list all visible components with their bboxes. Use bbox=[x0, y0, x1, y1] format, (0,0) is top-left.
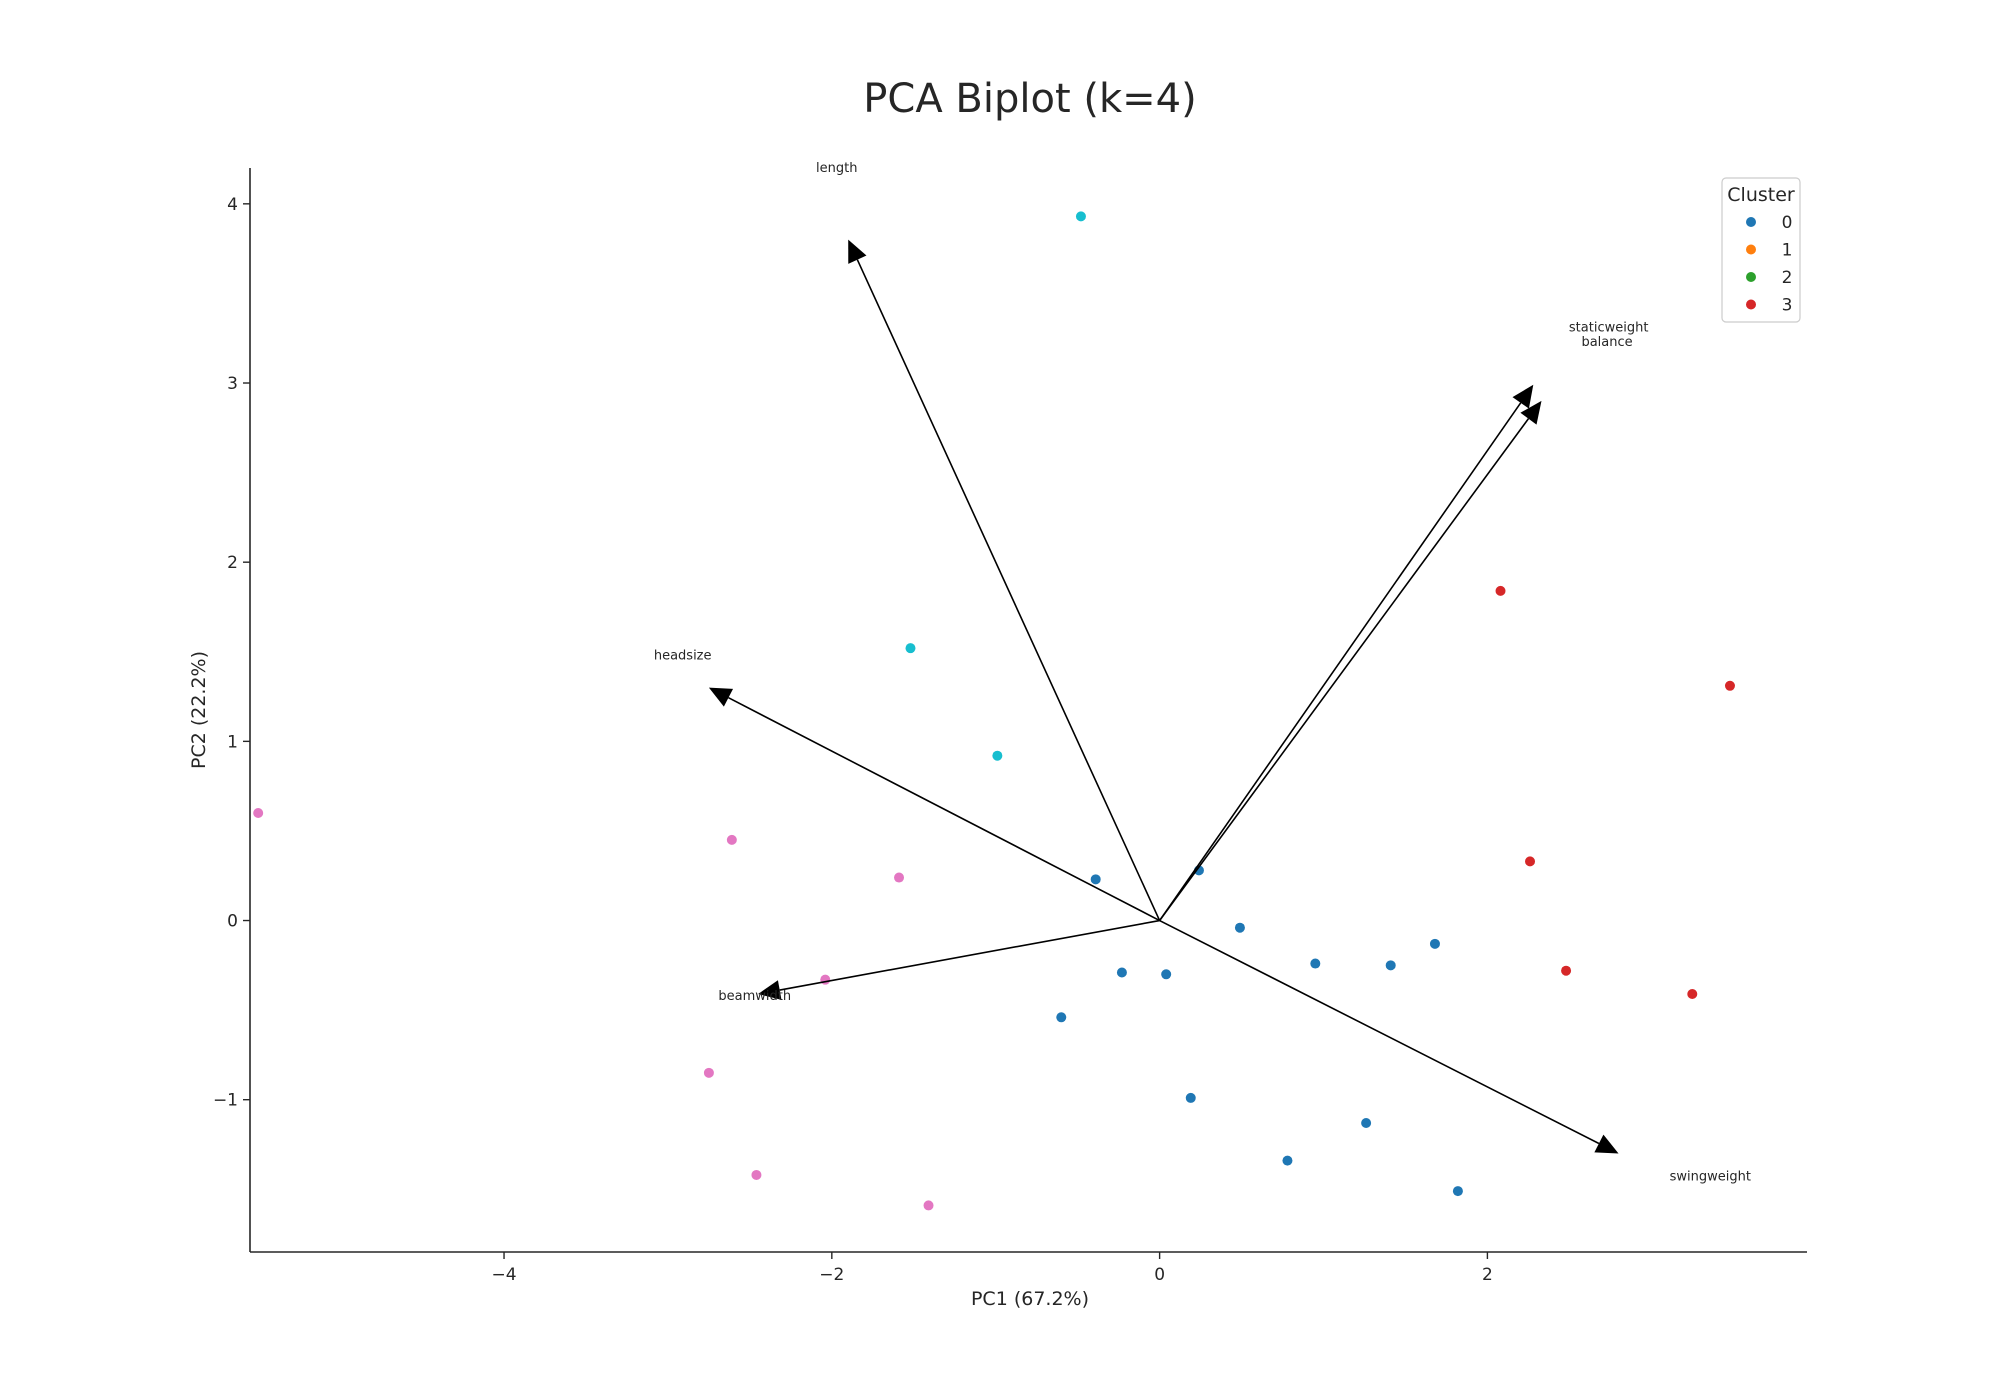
data-point bbox=[1452, 1186, 1463, 1197]
plot-axes bbox=[249, 168, 1807, 1253]
x-tick-label: 2 bbox=[1482, 1265, 1493, 1285]
legend-items: 0 1 2 3 bbox=[1746, 213, 1792, 316]
x-tick-label: 0 bbox=[1154, 1265, 1165, 1285]
data-point bbox=[253, 808, 264, 819]
legend-label: 3 bbox=[1782, 296, 1793, 316]
data-point bbox=[1282, 1155, 1293, 1166]
y-ticks: −1 0 1 2 3 4 bbox=[213, 195, 250, 1111]
data-point bbox=[703, 1067, 714, 1078]
y-tick-label: −1 bbox=[213, 1091, 238, 1111]
data-point bbox=[1090, 874, 1101, 885]
data-point bbox=[1687, 988, 1698, 999]
loading-arrowhead-headsize bbox=[708, 687, 734, 707]
data-point bbox=[726, 834, 737, 845]
data-point bbox=[1429, 938, 1440, 949]
y-tick-label: 2 bbox=[227, 553, 238, 573]
legend-label: 1 bbox=[1782, 241, 1793, 261]
loading-label-balance: balance bbox=[1581, 335, 1632, 350]
data-point bbox=[923, 1200, 934, 1211]
y-tick-label: 3 bbox=[227, 374, 238, 394]
data-point bbox=[1724, 680, 1735, 691]
loading-label-beamwidth: beamwidth bbox=[718, 989, 791, 1004]
x-ticks: −4 −2 0 2 bbox=[492, 1252, 1493, 1285]
loading-label-staticweight: staticweight bbox=[1569, 320, 1649, 335]
data-point bbox=[992, 750, 1003, 761]
legend-label: 2 bbox=[1782, 268, 1793, 288]
y-tick-label: 0 bbox=[227, 912, 238, 932]
x-tick-label: −4 bbox=[492, 1265, 517, 1285]
chart-title: PCA Biplot (k=4) bbox=[863, 76, 1196, 122]
data-point bbox=[1361, 1117, 1372, 1128]
legend-title: Cluster bbox=[1727, 184, 1795, 206]
data-point bbox=[820, 974, 831, 985]
data-point bbox=[905, 643, 916, 654]
loading-arrow-swingweight bbox=[1159, 919, 1600, 1145]
data-point bbox=[1075, 211, 1086, 222]
data-point bbox=[1525, 856, 1536, 867]
legend: Cluster 0 1 2 3 bbox=[1721, 177, 1801, 323]
legend-marker bbox=[1746, 272, 1756, 282]
legend-frame bbox=[1721, 177, 1801, 323]
loading-arrow-staticweight bbox=[1158, 402, 1522, 921]
legend-marker bbox=[1746, 299, 1756, 310]
loading-arrow-balance bbox=[1158, 418, 1530, 922]
data-point bbox=[1385, 960, 1396, 971]
data-point bbox=[751, 1169, 762, 1180]
loading-arrowhead-beamwidth bbox=[758, 980, 782, 1000]
data-point bbox=[1234, 922, 1245, 933]
legend-marker bbox=[1746, 217, 1756, 227]
data-points bbox=[253, 211, 1735, 1211]
y-tick-label: 4 bbox=[227, 195, 238, 215]
data-point bbox=[1056, 1012, 1067, 1023]
y-tick-label: 1 bbox=[227, 732, 238, 752]
loading-arrowhead-length bbox=[848, 239, 867, 264]
data-point bbox=[1561, 965, 1572, 976]
loading-label-length: length bbox=[816, 161, 857, 176]
y-axis-label: PC2 (22.2%) bbox=[188, 651, 210, 769]
loading-label-headsize: headsize bbox=[654, 648, 712, 663]
data-point bbox=[1310, 958, 1321, 969]
legend-marker bbox=[1746, 244, 1756, 255]
legend-label: 0 bbox=[1782, 213, 1793, 233]
data-point bbox=[1495, 585, 1506, 596]
data-point bbox=[1116, 967, 1127, 978]
loading-arrow-length bbox=[856, 259, 1161, 921]
data-point bbox=[1185, 1092, 1196, 1103]
loading-arrowhead-balance bbox=[1520, 400, 1542, 425]
loading-arrowhead-staticweight bbox=[1512, 384, 1534, 409]
data-point bbox=[894, 872, 905, 883]
loading-arrow-headsize bbox=[728, 696, 1160, 922]
data-point bbox=[1161, 969, 1172, 980]
x-axis-label: PC1 (67.2%) bbox=[971, 1288, 1089, 1310]
loading-label-swingweight: swingweight bbox=[1670, 1170, 1751, 1185]
loading-arrow-beamwidth bbox=[779, 919, 1160, 991]
loading-arrowhead-swingweight bbox=[1594, 1134, 1619, 1154]
x-tick-label: −2 bbox=[819, 1265, 844, 1285]
